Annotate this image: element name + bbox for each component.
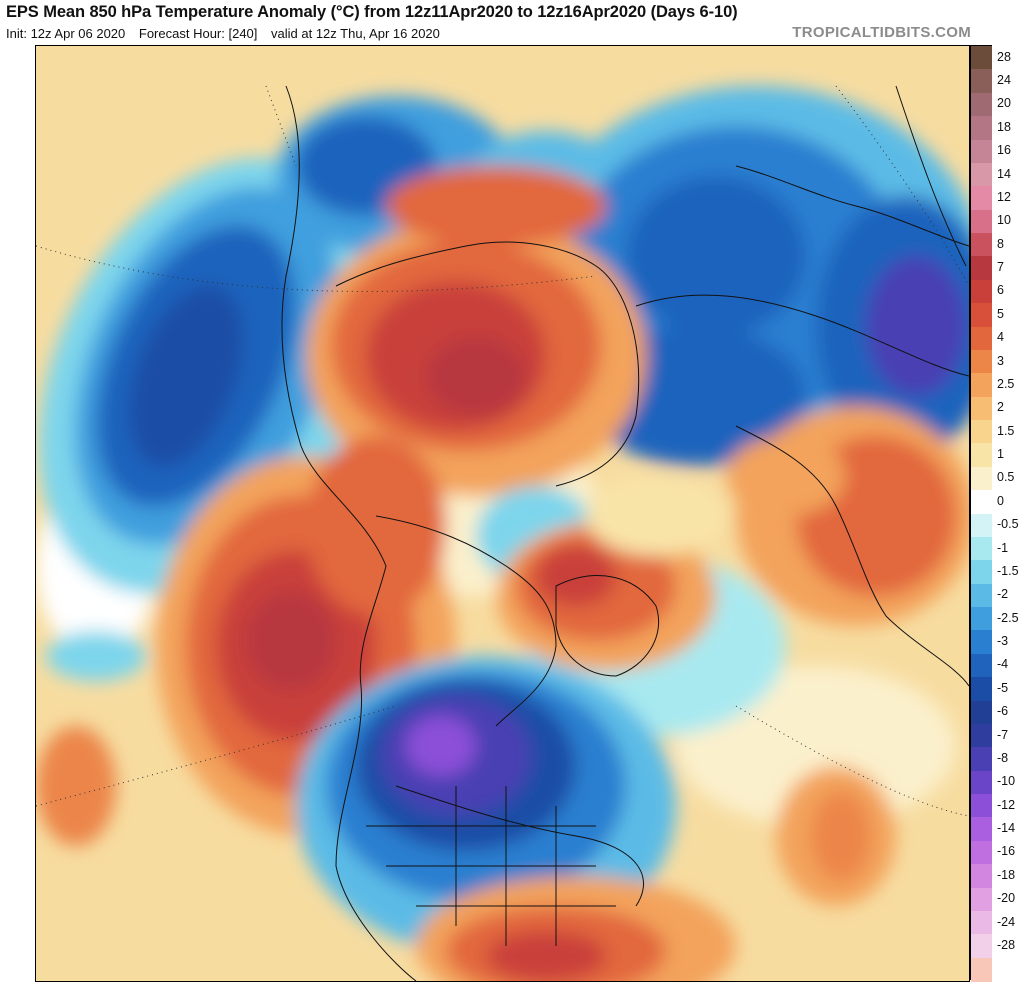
colorbar-tick-label: -6: [997, 704, 1009, 719]
colorbar-tick-label: -0.5: [997, 517, 1019, 532]
colorbar-tick-label: -10: [997, 774, 1016, 789]
colorbar-swatch: [971, 560, 992, 585]
colorbar-swatch: [971, 420, 992, 444]
colorbar-tick-label: 12: [997, 189, 1011, 204]
colorbar-swatch: [971, 233, 992, 257]
colorbar-swatch: [971, 607, 992, 631]
colorbar-swatch: [971, 443, 992, 468]
colorbar-tick-label: -2: [997, 587, 1009, 602]
colorbar-swatch: [971, 536, 992, 561]
colorbar-swatch: [971, 934, 992, 959]
colorbar-swatch: [971, 209, 992, 234]
colorbar-tick-label: -20: [997, 891, 1016, 906]
colorbar-swatch: [971, 139, 992, 164]
colorbar-swatch: [971, 69, 992, 94]
colorbar-tick-label: 2.5: [997, 376, 1015, 391]
init-time: Init: 12z Apr 06 2020: [6, 26, 126, 41]
colorbar-swatch: [971, 396, 992, 421]
latitude-lines: [36, 85, 969, 817]
colorbar: [970, 45, 992, 982]
colorbar-tick-label: -5: [997, 680, 1009, 695]
colorbar-tick-label: 8: [997, 236, 1004, 251]
colorbar-tick-label: 0.5: [997, 470, 1015, 485]
map-subtitle: Init: 12z Apr 06 2020 Forecast Hour: [24…: [6, 26, 450, 41]
colorbar-tick-label: 14: [997, 166, 1011, 181]
colorbar-swatch: [971, 116, 992, 140]
colorbar-swatch: [971, 747, 992, 772]
anomaly-field: [36, 86, 969, 981]
colorbar-swatch: [971, 186, 992, 211]
colorbar-tick-label: -8: [997, 750, 1009, 765]
colorbar-swatch: [971, 700, 992, 725]
colorbar-swatch: [971, 513, 992, 538]
colorbar-swatch: [971, 840, 992, 865]
colorbar-swatch: [971, 490, 992, 514]
colorbar-tick-label: 2: [997, 400, 1004, 415]
colorbar-swatch: [971, 466, 992, 491]
colorbar-swatch: [971, 677, 992, 701]
colorbar-tick-label: 7: [997, 260, 1004, 275]
colorbar-tick-label: -14: [997, 821, 1016, 836]
colorbar-tick-label: 1.5: [997, 423, 1015, 438]
colorbar-tick-label: -16: [997, 844, 1016, 859]
colorbar-tick-label: 16: [997, 143, 1011, 158]
colorbar-tick-label: -3: [997, 634, 1009, 649]
anomaly-map[interactable]: [35, 45, 970, 982]
colorbar-swatch: [971, 349, 992, 374]
colorbar-tick-label: 0: [997, 493, 1004, 508]
colorbar-swatch: [971, 653, 992, 678]
site-credit[interactable]: TROPICALTIDBITS.COM: [792, 24, 971, 41]
colorbar-tick-label: 28: [997, 49, 1011, 64]
colorbar-swatch: [971, 817, 992, 842]
colorbar-tick-label: 1: [997, 447, 1004, 462]
colorbar-swatch: [971, 794, 992, 818]
colorbar-swatch: [971, 583, 992, 608]
colorbar-tick-label: 6: [997, 283, 1004, 298]
colorbar-swatch: [971, 92, 992, 117]
map-title: EPS Mean 850 hPa Temperature Anomaly (°C…: [6, 3, 738, 21]
colorbar-swatch: [971, 279, 992, 304]
valid-time: valid at 12z Thu, Apr 16 2020: [271, 26, 440, 41]
colorbar-swatch: [971, 162, 992, 187]
colorbar-tick-label: -28: [997, 937, 1016, 952]
coastlines: [281, 85, 969, 981]
colorbar-tick-label: -12: [997, 797, 1016, 812]
colorbar-swatch: [971, 256, 992, 281]
forecast-hour: Forecast Hour: [240]: [138, 26, 258, 41]
colorbar-tick-label: -2.5: [997, 610, 1019, 625]
colorbar-tick-label: 18: [997, 119, 1011, 134]
colorbar-swatch: [971, 723, 992, 748]
colorbar-swatch: [971, 373, 992, 398]
colorbar-swatch: [971, 46, 992, 70]
colorbar-tick-label: 5: [997, 306, 1004, 321]
colorbar-tick-label: 24: [997, 73, 1011, 88]
colorbar-tick-label: -7: [997, 727, 1009, 742]
colorbar-swatch: [971, 303, 992, 327]
colorbar-tick-label: 3: [997, 353, 1004, 368]
colorbar-swatch: [971, 630, 992, 655]
colorbar-swatch: [971, 326, 992, 351]
colorbar-tick-label: 20: [997, 96, 1011, 111]
colorbar-tick-label: 4: [997, 330, 1004, 345]
colorbar-swatch: [971, 957, 992, 982]
colorbar-tick-label: -1: [997, 540, 1009, 555]
colorbar-tick-label: -4: [997, 657, 1009, 672]
colorbar-swatch: [971, 770, 992, 795]
colorbar-swatch: [971, 910, 992, 935]
colorbar-tick-label: -18: [997, 867, 1016, 882]
colorbar-swatch: [971, 864, 992, 888]
colorbar-swatch: [971, 887, 992, 912]
colorbar-tick-label: -1.5: [997, 563, 1019, 578]
colorbar-tick-label: 10: [997, 213, 1011, 228]
colorbar-tick-label: -24: [997, 914, 1016, 929]
